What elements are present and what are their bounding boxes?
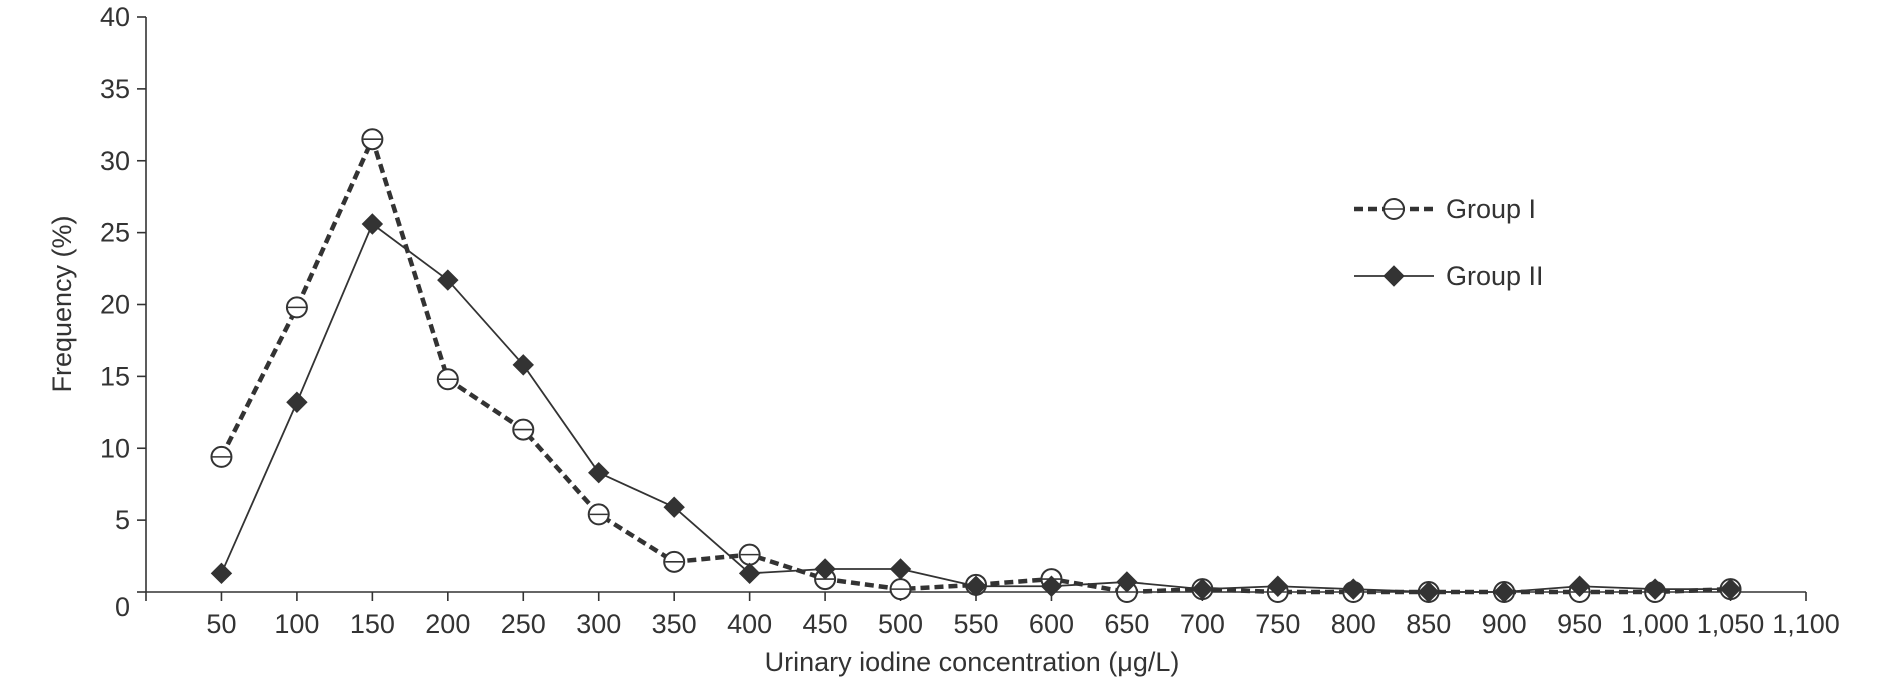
axes: 0 5 10 15 20 25 30 35 40 50 100 150 200 250 300 350 400 4… <box>100 2 1840 639</box>
data-point <box>1644 578 1666 600</box>
data-point <box>1191 578 1214 600</box>
x-tick-label: 450 <box>803 609 848 639</box>
data-point <box>1116 571 1138 593</box>
x-tick-label: 250 <box>501 609 546 639</box>
data-point <box>1342 578 1364 600</box>
x-tick-label: 650 <box>1104 609 1149 639</box>
x-tick-label: 150 <box>350 609 395 639</box>
data-point <box>512 354 534 376</box>
data-point <box>1719 578 1742 600</box>
x-tick-label: 850 <box>1406 609 1451 639</box>
series-layer <box>210 128 1742 603</box>
x-tick-label: 500 <box>878 609 923 639</box>
data-point <box>210 562 233 585</box>
y-tick-label: 5 <box>115 505 130 535</box>
y-tick-label: 40 <box>100 2 130 32</box>
x-tick-label: 1,100 <box>1772 609 1840 639</box>
y-tick-label: 20 <box>100 290 130 320</box>
data-point <box>1040 575 1063 597</box>
data-point <box>814 558 836 580</box>
x-tick-label: 350 <box>652 609 697 639</box>
data-point <box>889 558 912 580</box>
x-tick-label: 1,000 <box>1621 609 1689 639</box>
legend-item: Group I <box>1354 194 1536 224</box>
x-tick-label: 700 <box>1180 609 1225 639</box>
data-point <box>437 269 459 291</box>
x-tick-label: 900 <box>1482 609 1527 639</box>
x-tick-label: 1,050 <box>1697 609 1765 639</box>
x-tick-label: 50 <box>206 609 236 639</box>
y-tick-label: 25 <box>100 218 130 248</box>
legend-item: Group II <box>1354 261 1544 291</box>
data-point <box>1568 575 1591 597</box>
legend-label: Group I <box>1446 194 1536 224</box>
data-point <box>1267 575 1289 597</box>
data-point <box>286 391 308 413</box>
series-group-ii <box>210 213 1742 603</box>
x-tick-label: 800 <box>1331 609 1376 639</box>
data-point <box>738 562 761 585</box>
data-point <box>361 213 384 235</box>
y-tick-label: 10 <box>100 433 130 463</box>
legend-label: Group II <box>1446 261 1544 291</box>
data-point <box>1493 581 1515 603</box>
y-tick-label: 0 <box>115 592 130 622</box>
y-tick-label: 35 <box>100 74 130 104</box>
x-tick-label: 400 <box>727 609 772 639</box>
data-point <box>1418 581 1440 603</box>
y-axis-title: Frequency (%) <box>47 215 77 392</box>
y-tick-label: 15 <box>100 361 130 391</box>
data-point <box>965 575 987 597</box>
x-tick-label: 600 <box>1029 609 1074 639</box>
x-axis-title: Urinary iodine concentration (μg/L) <box>765 647 1180 677</box>
data-point <box>588 461 610 484</box>
x-tick-label: 550 <box>953 609 998 639</box>
data-point <box>1383 265 1405 287</box>
x-tick-label: 300 <box>576 609 621 639</box>
legend: Group I Group II <box>1354 194 1544 291</box>
data-point <box>663 496 685 518</box>
y-tick-label: 30 <box>100 146 130 176</box>
x-tick-label: 200 <box>425 609 470 639</box>
x-tick-label: 750 <box>1255 609 1300 639</box>
x-tick-label: 950 <box>1557 609 1602 639</box>
x-tick-label: 100 <box>274 609 319 639</box>
